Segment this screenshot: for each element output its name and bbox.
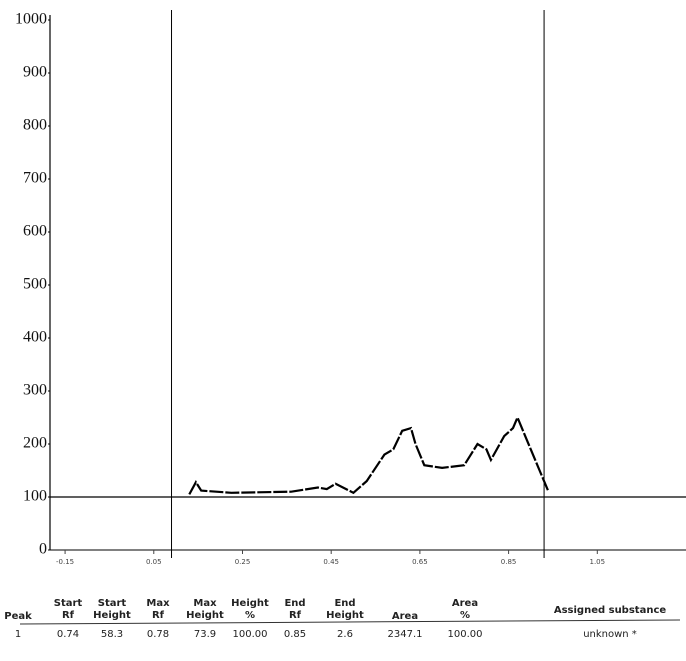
x-tick-label: 0.85 — [501, 558, 517, 566]
header-line: End — [334, 598, 355, 609]
header-line: Rf — [289, 610, 302, 621]
x-tick-label: 0.05 — [146, 558, 162, 566]
table-cell: 1 — [15, 629, 21, 640]
x-tick-label: 0.25 — [235, 558, 251, 566]
table-cell: 58.3 — [101, 629, 123, 640]
header-line: Start — [54, 598, 83, 609]
x-tick-label: 0.65 — [412, 558, 428, 566]
header-line: Max — [146, 598, 170, 609]
table-cell: 2347.1 — [388, 629, 423, 640]
density-curve — [188, 414, 550, 495]
table-cell: 100.00 — [448, 629, 483, 640]
table-cell: unknown * — [583, 629, 637, 640]
table-header: Height% — [231, 598, 269, 621]
y-tick-label: 700 — [23, 170, 47, 187]
x-tick-label: 1.05 — [590, 558, 606, 566]
x-tick-label: -0.15 — [56, 558, 74, 566]
table-cell: 100.00 — [233, 629, 268, 640]
y-tick-label: 500 — [23, 276, 47, 293]
y-tick-label: 0 — [39, 541, 47, 558]
header-line: End — [284, 598, 305, 609]
y-tick-label: 300 — [23, 382, 47, 399]
table-header: End Height — [326, 598, 364, 621]
y-tick-label: 200 — [23, 435, 47, 452]
header-line: Max — [193, 598, 217, 609]
y-tick-label: 900 — [23, 64, 47, 81]
y-tick-label: 400 — [23, 329, 47, 346]
table-header: Start Height — [93, 598, 131, 621]
y-tick-label: 600 — [23, 223, 47, 240]
header-line: Height — [93, 610, 131, 621]
table-header: Area — [392, 611, 418, 622]
header-line: Height — [231, 598, 269, 609]
y-tick-label: 100 — [23, 488, 47, 505]
header-line: Height — [186, 610, 224, 621]
header-line: Area — [452, 598, 478, 609]
header-line: Rf — [62, 610, 75, 621]
header-line: Peak — [4, 611, 32, 622]
table-cell: 2.6 — [337, 629, 353, 640]
table-header: End Rf — [284, 598, 305, 621]
y-tick-label: 800 — [23, 117, 47, 134]
table-header: Max Rf — [146, 598, 170, 621]
table-rule — [19, 619, 681, 625]
header-line: % — [460, 610, 470, 621]
header-line: Rf — [152, 610, 165, 621]
table-header: Max Height — [186, 598, 224, 621]
table-cell: 0.85 — [284, 629, 306, 640]
header-line: % — [245, 610, 255, 621]
header-line: Start — [98, 598, 127, 609]
table-cell: 73.9 — [194, 629, 216, 640]
table-cell: 0.74 — [57, 629, 79, 640]
x-tick-label: 0.45 — [323, 558, 339, 566]
header-line: Assigned substance — [554, 605, 667, 616]
table-header: Peak — [4, 611, 32, 622]
table-cell: 0.78 — [147, 629, 169, 640]
y-tick-label: 1000 — [15, 11, 47, 28]
table-header: Area% — [452, 598, 478, 621]
header-line: Area — [392, 611, 418, 622]
table-header: Start Rf — [54, 598, 83, 621]
header-line: Height — [326, 610, 364, 621]
table-header: Assigned substance — [554, 605, 667, 616]
